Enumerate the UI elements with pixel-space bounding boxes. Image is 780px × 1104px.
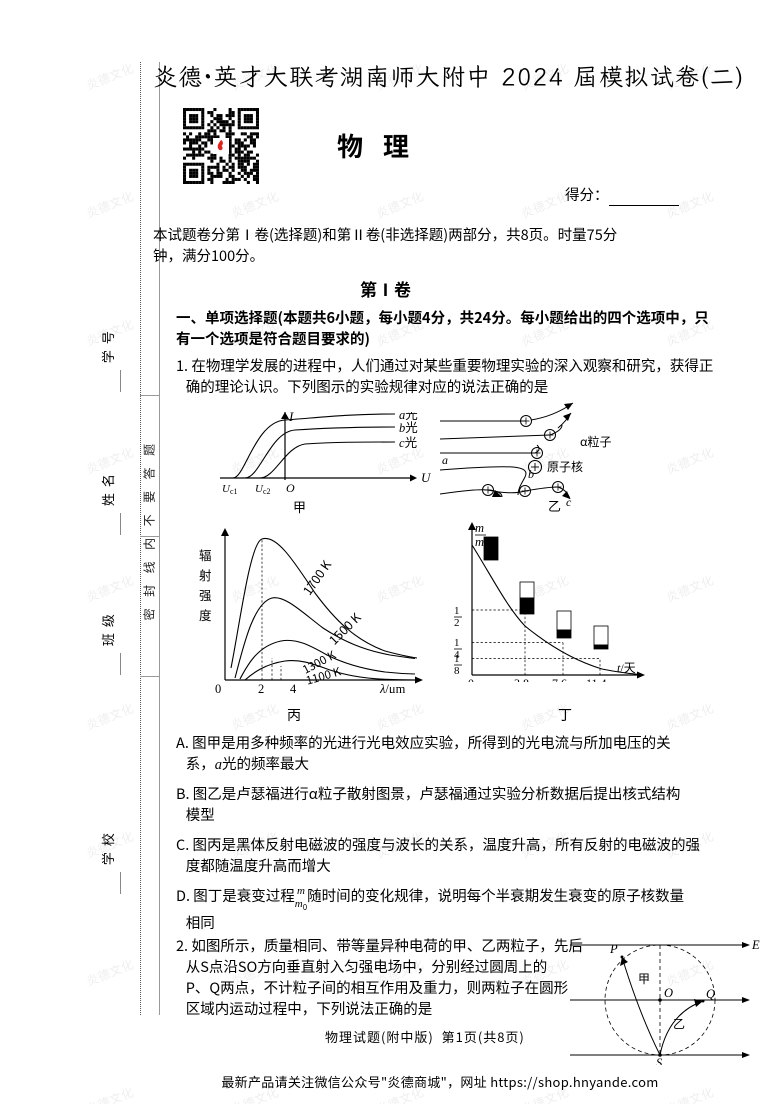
svg-text:7.6: 7.6 bbox=[552, 676, 567, 682]
svg-text:P: P bbox=[609, 942, 618, 956]
svg-text:Uc1: Uc1 bbox=[222, 483, 238, 496]
svg-text:1: 1 bbox=[454, 637, 460, 649]
svg-text:0: 0 bbox=[468, 676, 474, 682]
svg-text:O: O bbox=[286, 481, 295, 495]
svg-text:a: a bbox=[442, 453, 448, 467]
svg-text:Q: Q bbox=[706, 987, 715, 1001]
svg-text:4: 4 bbox=[290, 682, 297, 693]
svg-text:辐: 辐 bbox=[199, 545, 212, 564]
svg-text:度: 度 bbox=[199, 605, 212, 624]
svg-text:0: 0 bbox=[215, 682, 221, 693]
svg-text:3.8: 3.8 bbox=[514, 676, 529, 682]
svg-text:1: 1 bbox=[454, 653, 460, 665]
svg-text:α粒子: α粒子 bbox=[580, 433, 612, 450]
svg-text:射: 射 bbox=[199, 565, 212, 584]
svg-text:8: 8 bbox=[454, 665, 460, 677]
svg-text:b: b bbox=[528, 467, 534, 481]
svg-text:甲: 甲 bbox=[293, 497, 306, 516]
svg-text:1500 K: 1500 K bbox=[324, 607, 365, 648]
svg-text:E: E bbox=[751, 938, 760, 952]
svg-text:2: 2 bbox=[454, 617, 460, 629]
svg-text:S: S bbox=[656, 1056, 663, 1065]
svg-text:1700 K: 1700 K bbox=[297, 555, 335, 598]
svg-text:2: 2 bbox=[258, 682, 264, 693]
svg-text:原子核: 原子核 bbox=[547, 458, 583, 475]
svg-text:U: U bbox=[421, 470, 432, 485]
svg-text:乙: 乙 bbox=[548, 496, 561, 513]
svg-text:λ/μm: λ/μm bbox=[379, 682, 406, 693]
svg-text:强: 强 bbox=[199, 585, 212, 604]
svg-text:1: 1 bbox=[454, 605, 460, 617]
svg-text:O: O bbox=[664, 986, 673, 1000]
svg-text:m: m bbox=[475, 522, 484, 535]
svg-text:乙: 乙 bbox=[673, 1015, 685, 1032]
svg-text:I: I bbox=[288, 412, 294, 424]
svg-text:Uc2: Uc2 bbox=[255, 483, 271, 496]
svg-text:11.4: 11.4 bbox=[586, 676, 607, 682]
svg-text:c: c bbox=[566, 495, 572, 509]
svg-text:甲: 甲 bbox=[638, 970, 650, 987]
